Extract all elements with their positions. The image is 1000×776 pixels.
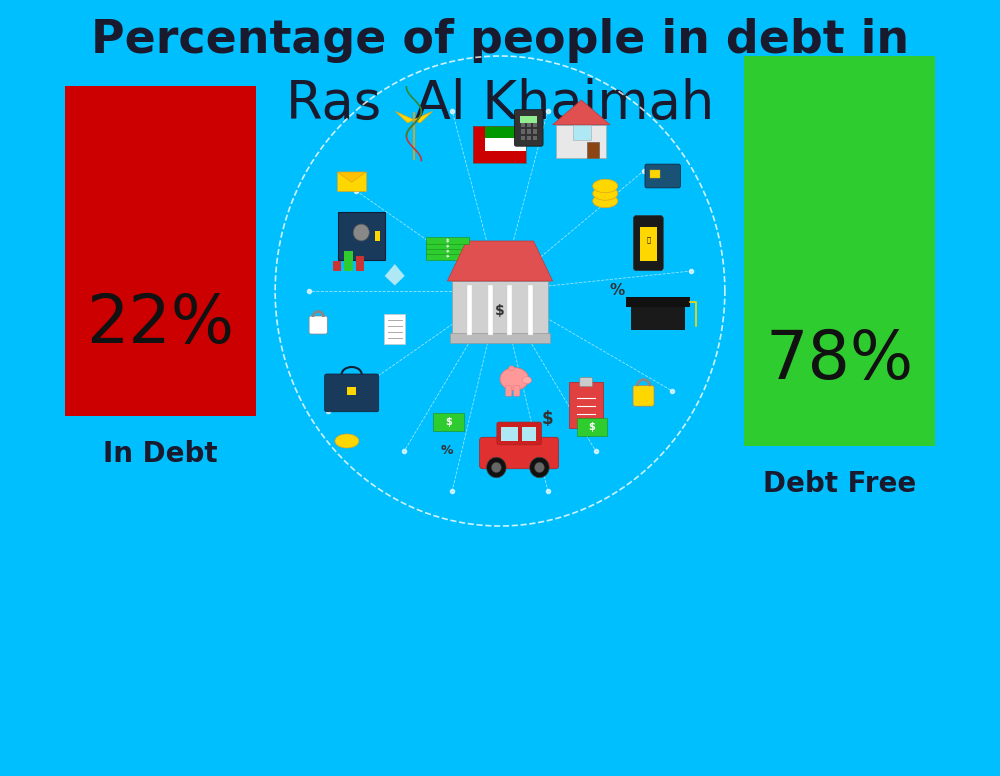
Ellipse shape (500, 368, 529, 390)
FancyBboxPatch shape (473, 151, 526, 163)
FancyBboxPatch shape (528, 285, 533, 335)
FancyBboxPatch shape (473, 138, 526, 151)
Circle shape (491, 462, 501, 473)
FancyBboxPatch shape (640, 227, 657, 261)
Text: $: $ (446, 237, 449, 243)
Ellipse shape (593, 179, 618, 192)
FancyBboxPatch shape (497, 422, 541, 445)
FancyBboxPatch shape (505, 386, 512, 397)
FancyBboxPatch shape (337, 172, 366, 191)
Polygon shape (553, 100, 610, 125)
FancyBboxPatch shape (650, 171, 660, 178)
FancyBboxPatch shape (514, 109, 543, 146)
FancyBboxPatch shape (65, 86, 256, 416)
FancyBboxPatch shape (533, 130, 537, 133)
FancyBboxPatch shape (325, 374, 379, 412)
FancyBboxPatch shape (501, 427, 518, 441)
Text: $: $ (445, 417, 452, 427)
Text: $: $ (446, 254, 449, 258)
FancyBboxPatch shape (338, 212, 385, 261)
FancyBboxPatch shape (344, 251, 353, 271)
FancyBboxPatch shape (426, 237, 469, 244)
FancyBboxPatch shape (473, 126, 526, 138)
FancyBboxPatch shape (527, 136, 531, 140)
FancyBboxPatch shape (521, 130, 525, 133)
FancyBboxPatch shape (473, 126, 485, 163)
FancyBboxPatch shape (347, 387, 356, 395)
FancyBboxPatch shape (333, 261, 341, 271)
Polygon shape (452, 281, 548, 336)
FancyBboxPatch shape (569, 382, 603, 428)
Ellipse shape (522, 376, 532, 384)
FancyBboxPatch shape (522, 427, 536, 441)
FancyBboxPatch shape (356, 256, 364, 271)
FancyBboxPatch shape (480, 437, 559, 469)
Ellipse shape (593, 194, 618, 208)
FancyBboxPatch shape (426, 252, 469, 260)
FancyBboxPatch shape (520, 116, 537, 123)
FancyBboxPatch shape (533, 136, 537, 140)
FancyBboxPatch shape (450, 333, 550, 343)
FancyBboxPatch shape (633, 386, 654, 406)
FancyBboxPatch shape (375, 231, 380, 241)
FancyBboxPatch shape (587, 142, 599, 158)
FancyBboxPatch shape (645, 164, 680, 188)
FancyBboxPatch shape (488, 285, 493, 335)
Text: $: $ (542, 410, 554, 428)
FancyBboxPatch shape (626, 297, 690, 307)
Polygon shape (384, 264, 405, 286)
FancyBboxPatch shape (507, 285, 512, 335)
FancyBboxPatch shape (573, 125, 591, 140)
FancyBboxPatch shape (521, 123, 525, 127)
Ellipse shape (509, 365, 514, 371)
Polygon shape (337, 172, 366, 182)
Text: %: % (609, 283, 624, 299)
FancyBboxPatch shape (580, 378, 592, 386)
FancyBboxPatch shape (467, 285, 472, 335)
Text: %: % (441, 445, 454, 458)
FancyBboxPatch shape (309, 316, 327, 334)
Text: 78%: 78% (766, 327, 914, 393)
Circle shape (530, 457, 549, 478)
FancyBboxPatch shape (533, 123, 537, 127)
FancyBboxPatch shape (521, 136, 525, 140)
FancyBboxPatch shape (527, 130, 531, 133)
FancyBboxPatch shape (433, 413, 464, 431)
FancyBboxPatch shape (513, 386, 520, 397)
FancyBboxPatch shape (577, 418, 607, 436)
FancyBboxPatch shape (744, 56, 935, 446)
Ellipse shape (335, 434, 359, 448)
FancyBboxPatch shape (527, 123, 531, 127)
Text: $: $ (588, 422, 595, 432)
FancyBboxPatch shape (633, 216, 663, 271)
Text: 🏦: 🏦 (646, 237, 650, 243)
Polygon shape (447, 241, 553, 281)
Text: Ras  Al Khaimah: Ras Al Khaimah (286, 78, 714, 130)
FancyBboxPatch shape (556, 125, 606, 158)
FancyBboxPatch shape (631, 304, 685, 330)
Circle shape (353, 224, 369, 241)
Text: $: $ (446, 248, 449, 253)
Text: Percentage of people in debt in: Percentage of people in debt in (91, 19, 909, 64)
Text: In Debt: In Debt (103, 440, 218, 468)
FancyBboxPatch shape (384, 314, 405, 344)
Circle shape (487, 457, 506, 478)
Text: Debt Free: Debt Free (763, 470, 916, 498)
Polygon shape (395, 111, 414, 123)
Ellipse shape (593, 187, 618, 200)
Text: 22%: 22% (86, 290, 234, 357)
Text: $: $ (446, 243, 449, 248)
FancyBboxPatch shape (426, 242, 469, 249)
FancyBboxPatch shape (426, 247, 469, 255)
Circle shape (535, 462, 544, 473)
Polygon shape (414, 111, 433, 123)
Text: $: $ (495, 304, 505, 318)
